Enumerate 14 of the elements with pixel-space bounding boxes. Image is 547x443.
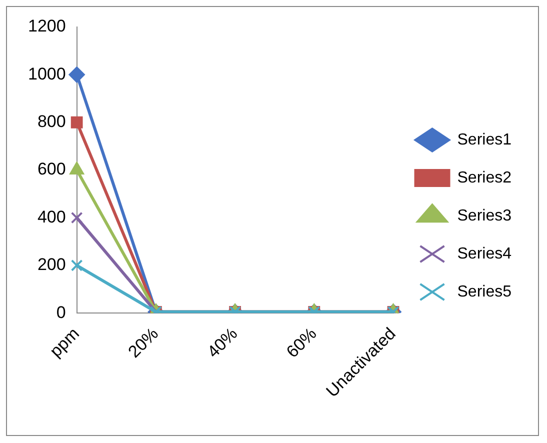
y-tick-label: 800	[37, 112, 66, 132]
legend-label: Series2	[457, 169, 512, 186]
x-tick-label: 40%	[204, 324, 242, 362]
y-tick-label: 0	[56, 302, 66, 322]
y-tick-label: 400	[37, 207, 66, 226]
y-tick-label: 1000	[28, 64, 66, 84]
legend-label: Series4	[457, 245, 512, 262]
legend-label: Series3	[457, 207, 512, 224]
y-tick-label: 200	[37, 255, 66, 274]
y-tick-label: 600	[37, 160, 66, 179]
legend-label: Series5	[457, 283, 512, 300]
legend-label: Series1	[457, 131, 512, 148]
x-tick-label: 60%	[282, 324, 320, 362]
y-tick-label: 1200	[28, 16, 66, 36]
